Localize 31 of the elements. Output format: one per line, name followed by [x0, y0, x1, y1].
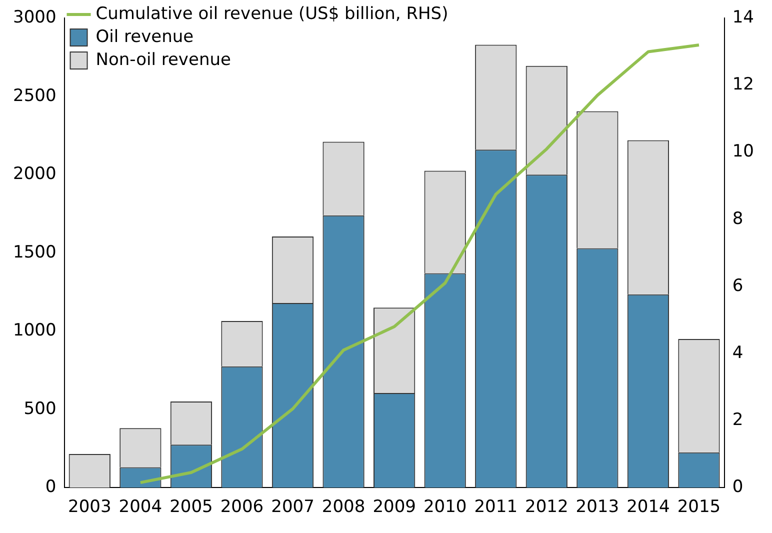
y-tick-label: 2500 — [13, 86, 56, 106]
x-tick-label: 2010 — [423, 497, 467, 518]
x-tick-label: 2011 — [474, 497, 518, 518]
x-tick-label: 2008 — [322, 497, 366, 518]
x-tick-label: 2005 — [170, 497, 213, 518]
x-tick-label: 2006 — [220, 497, 264, 518]
legend-label: Oil revenue — [96, 26, 194, 47]
x-tick-label: 2009 — [372, 497, 416, 518]
x-tick-label: 2014 — [626, 497, 670, 518]
x-tick-label: 2003 — [68, 497, 112, 518]
y-tick-label: 500 — [24, 398, 56, 419]
x-tick-label: 2007 — [271, 497, 314, 518]
y-tick-label: 0 — [45, 477, 56, 498]
legend-label: Non-oil revenue — [96, 50, 231, 70]
legend-label: Cumulative oil revenue (US$ billion, RHS) — [96, 4, 448, 24]
y2-tick-label: 12 — [732, 74, 754, 95]
y-tick-label: 3000 — [13, 8, 56, 28]
x-tick-label: 2015 — [677, 497, 721, 518]
y2-tick-label: 6 — [732, 276, 744, 296]
y2-tick-label: 2 — [732, 410, 744, 430]
x-tick-label: 2012 — [525, 497, 568, 518]
y2-tick-label: 10 — [732, 142, 754, 162]
y2-tick-label: 8 — [732, 208, 744, 229]
y2-tick-label: 14 — [732, 8, 754, 28]
y-tick-label: 1500 — [13, 242, 56, 262]
y-tick-label: 2000 — [13, 164, 56, 184]
x-tick-label: 2013 — [576, 497, 620, 518]
y2-tick-label: 0 — [732, 477, 744, 498]
x-tick-label: 2004 — [118, 497, 162, 518]
y2-tick-label: 4 — [732, 342, 744, 363]
y-tick-label: 1000 — [13, 320, 56, 341]
